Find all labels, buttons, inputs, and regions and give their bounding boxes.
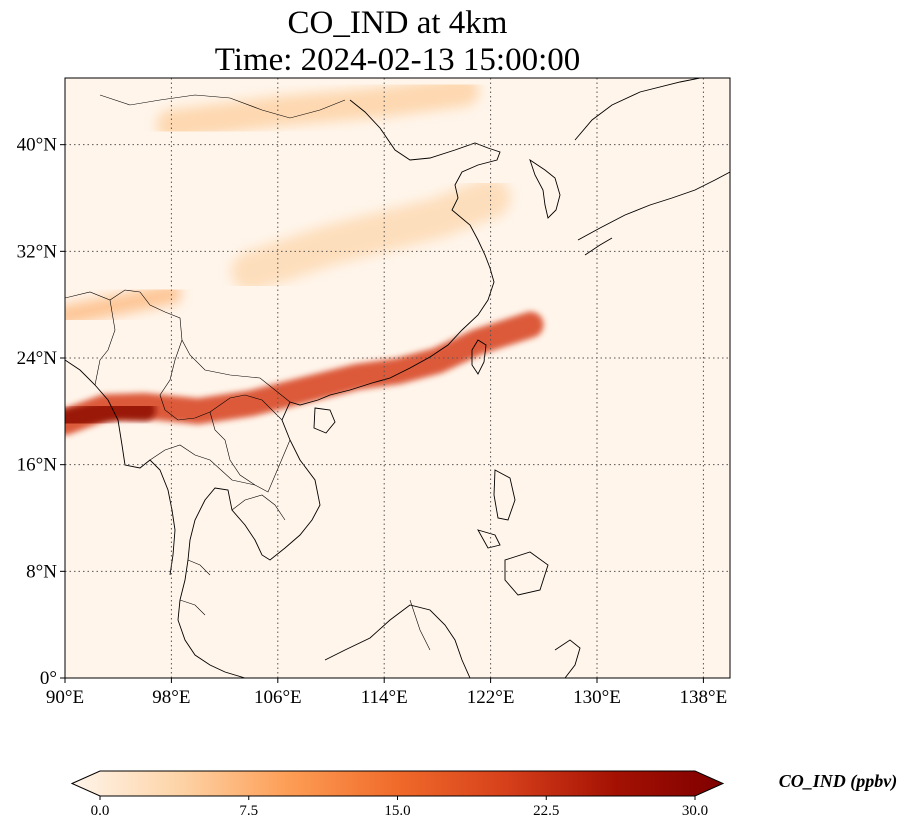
colorbar-tick-label: 0.0: [91, 803, 110, 819]
y-axis-ticks: 0° 8°N 16°N 24°N 32°N 40°N: [17, 135, 65, 689]
colorbar-tick-label: 30.0: [682, 803, 708, 819]
border-line: [209, 411, 291, 493]
x-tick-label: 138°E: [680, 687, 728, 708]
x-tick-label: 106°E: [254, 687, 302, 708]
plume-myanmar-core: [65, 397, 156, 432]
border-line: [187, 559, 211, 576]
coastline-hainan: [313, 407, 336, 434]
coastline-japan-south: [584, 237, 613, 256]
coastline-luzon: [493, 469, 516, 521]
y-tick-label: 24°N: [17, 348, 58, 369]
country-borders: [65, 94, 431, 651]
x-tick-label: 114°E: [361, 687, 408, 708]
coastline-japan: [577, 171, 730, 241]
map-frame: [64, 77, 731, 679]
map-title-line-1: CO_IND at 4km: [287, 5, 508, 41]
coastline-borneo: [324, 604, 471, 678]
border-line: [179, 599, 206, 616]
coastline-korea: [529, 158, 561, 219]
coastline-visayas: [477, 529, 501, 549]
coastline-sulawesi: [554, 639, 581, 678]
colorbar: 0.0 7.5 15.0 22.5 30.0 CO_IND (ppbv): [70, 770, 898, 819]
map-title-line-2: Time: 2024-02-13 15:00:00: [214, 42, 581, 78]
coastline-myanmar: [65, 359, 176, 576]
y-tick-label: 32°N: [17, 241, 58, 262]
colorbar-tick-label: 7.5: [239, 803, 258, 819]
colorbar-title: CO_IND (ppbv): [779, 771, 898, 792]
y-tick-label: 16°N: [17, 455, 58, 476]
y-tick-label: 0°: [40, 668, 57, 689]
coastline-indochina: [177, 401, 321, 678]
coastline-mindanao: [504, 551, 549, 596]
colorbar-tick-label: 15.0: [384, 803, 410, 819]
y-tick-label: 40°N: [17, 135, 58, 156]
border-line: [159, 339, 283, 421]
x-tick-label: 130°E: [573, 687, 621, 708]
plume-northern-band: [156, 78, 479, 140]
coastlines: [65, 78, 730, 678]
x-tick-label: 98°E: [152, 687, 190, 708]
colorbar-ticks: 0.0 7.5 15.0 22.5 30.0: [91, 796, 708, 819]
plume-north-band: [65, 284, 182, 326]
x-axis-ticks: 90°E 98°E 106°E 114°E 122°E 130°E 138°E: [46, 678, 727, 708]
coastline-taiwan: [471, 339, 487, 375]
gridlines: [65, 78, 730, 678]
border-line: [99, 94, 346, 119]
x-tick-label: 90°E: [46, 687, 84, 708]
coastline-china: [289, 99, 501, 406]
colorbar-tick-label: 22.5: [533, 803, 559, 819]
border-line: [65, 289, 291, 403]
border-line: [409, 599, 431, 651]
colorbar-bar: [70, 770, 725, 797]
map-area[interactable]: [65, 78, 730, 678]
x-tick-label: 122°E: [467, 687, 515, 708]
y-tick-label: 8°N: [26, 561, 57, 582]
border-line: [149, 444, 256, 486]
border-line: [94, 299, 116, 386]
coastline-russia: [574, 78, 701, 141]
border-line: [231, 494, 286, 521]
